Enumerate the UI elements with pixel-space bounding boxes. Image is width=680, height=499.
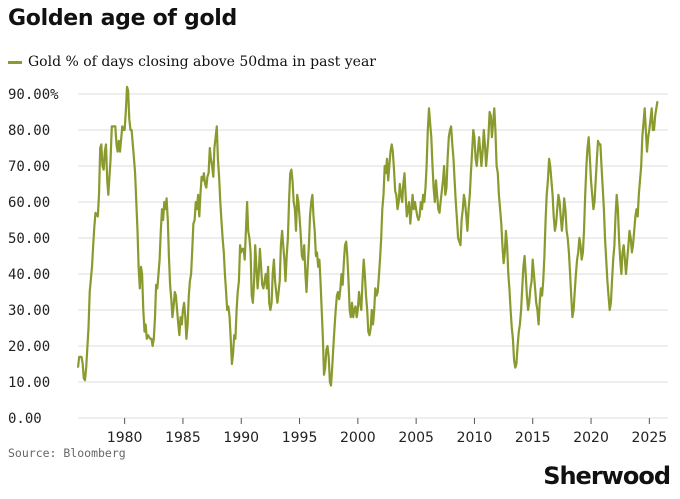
x-tick-label: 2025 xyxy=(632,430,668,446)
series-line xyxy=(76,85,659,387)
y-tick-label: 20.00 xyxy=(8,339,50,355)
y-tick-label: 90.00% xyxy=(8,87,59,103)
y-tick-label: 0.00 xyxy=(8,411,42,427)
x-tick-label: 1990 xyxy=(223,430,259,446)
legend: Gold % of days closing above 50dma in pa… xyxy=(8,52,376,72)
x-tick-label: 2020 xyxy=(573,430,609,446)
x-axis-ticks: 1980 1985 1990 1995 2000 2005 2010 2015 2020 2025 xyxy=(107,418,667,446)
x-tick-label: 1980 xyxy=(107,430,143,446)
legend-label: Gold % of days closing above 50dma in pa… xyxy=(28,54,376,70)
x-tick-label: 2015 xyxy=(515,430,551,446)
legend-line-swatch xyxy=(8,60,22,64)
x-tick-label: 2005 xyxy=(398,430,434,446)
y-tick-label: 10.00 xyxy=(8,375,50,391)
y-tick-label: 80.00 xyxy=(8,123,50,139)
x-tick-label: 1995 xyxy=(282,430,318,446)
chart-title: Golden age of gold xyxy=(8,6,237,31)
y-tick-label: 60.00 xyxy=(8,195,50,211)
y-tick-label: 50.00 xyxy=(8,231,50,247)
y-tick-label: 70.00 xyxy=(8,159,50,175)
gridlines xyxy=(78,93,668,419)
y-tick-label: 30.00 xyxy=(8,303,50,319)
brand-logo: Sherwood xyxy=(543,462,671,490)
x-tick-label: 2010 xyxy=(457,430,493,446)
y-tick-label: 40.00 xyxy=(8,267,50,283)
source-note: Source: Bloomberg xyxy=(8,446,126,460)
x-tick-label: 1985 xyxy=(165,430,201,446)
x-tick-label: 2000 xyxy=(340,430,376,446)
series-group xyxy=(76,85,659,387)
y-axis-ticks: 0.00 10.00 20.00 30.00 40.00 50.00 60.00 70.00 8… xyxy=(8,87,59,427)
